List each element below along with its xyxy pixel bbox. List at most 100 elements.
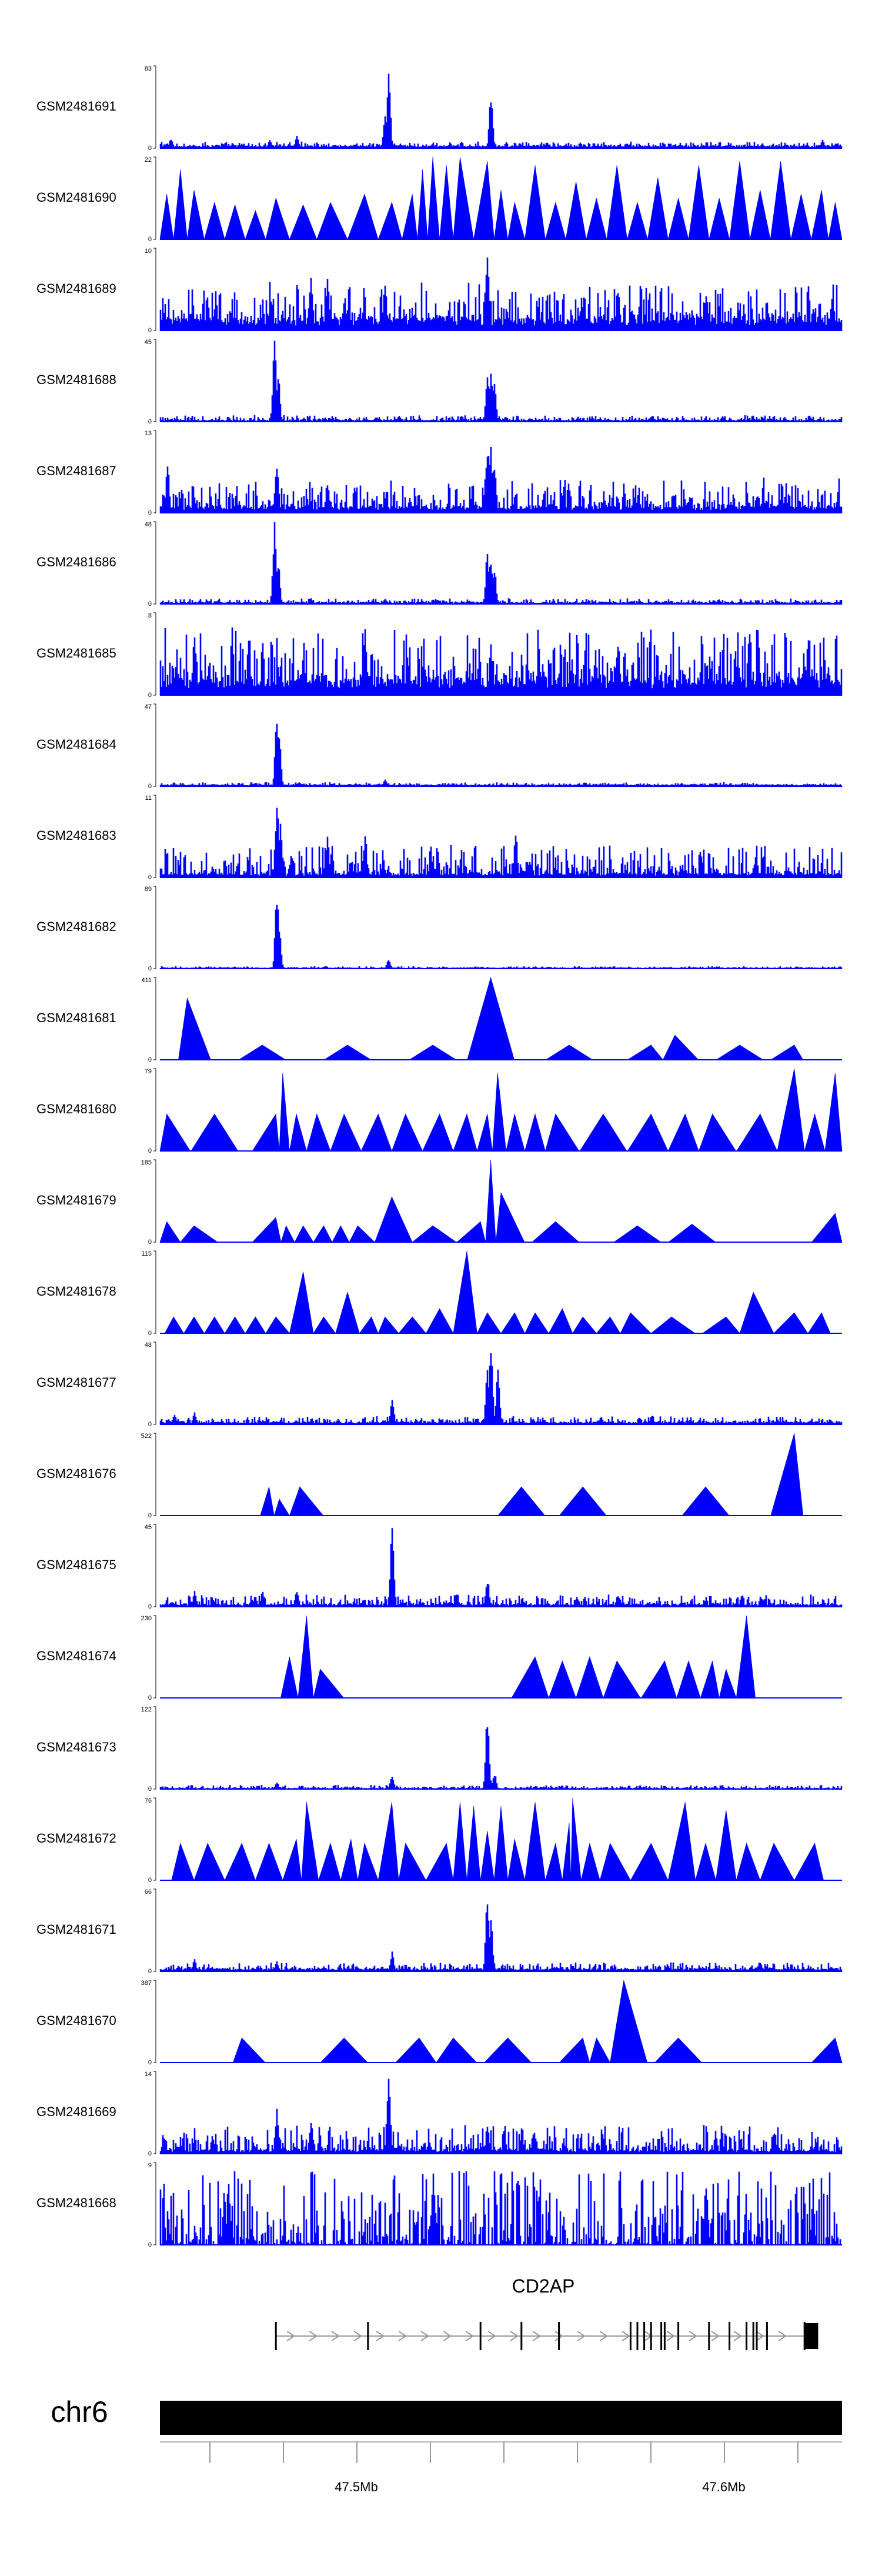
- y-max-tick: 9: [148, 2162, 152, 2169]
- track-label: GSM2481684: [36, 737, 116, 752]
- y-min-tick: 0: [148, 600, 152, 608]
- y-min-tick: 0: [148, 965, 152, 972]
- track-label: GSM2481673: [36, 1740, 116, 1754]
- track-GSM2481682: GSM2481682 89 0: [36, 886, 843, 972]
- strand-arrow-icon: [666, 2331, 676, 2341]
- track-label: GSM2481687: [36, 463, 116, 478]
- track-label: GSM2481689: [36, 281, 116, 296]
- y-max-tick: 387: [141, 1980, 152, 1987]
- track-GSM2481691: GSM2481691 83 0: [36, 65, 843, 152]
- y-max-tick: 22: [145, 156, 152, 163]
- signal-area: [159, 522, 843, 605]
- track-label: GSM2481690: [36, 190, 116, 205]
- y-min-tick: 0: [148, 1603, 152, 1610]
- y-min-tick: 0: [148, 1421, 152, 1428]
- track-label: GSM2481671: [36, 1922, 116, 1937]
- y-min-tick: 0: [148, 2059, 152, 2066]
- y-max-tick: 45: [145, 1524, 152, 1531]
- exon: [643, 2322, 646, 2350]
- track-label: GSM2481691: [36, 99, 116, 114]
- strand-arrow-icon: [733, 2331, 743, 2341]
- track-GSM2481672: GSM2481672 76 0: [36, 1797, 842, 1884]
- y-min-tick: 0: [148, 418, 152, 425]
- y-min-tick: 0: [148, 1786, 152, 1793]
- y-max-tick: 122: [141, 1706, 152, 1713]
- signal-area: [159, 2171, 843, 2245]
- track-GSM2481671: GSM2481671 66 0: [36, 1888, 843, 1975]
- y-max-tick: 8: [148, 612, 152, 619]
- y-min-tick: 0: [148, 1968, 152, 1975]
- strand-arrow-icon: [622, 2331, 631, 2341]
- y-max-tick: 47: [145, 703, 152, 710]
- y-max-tick: 76: [145, 1797, 152, 1804]
- y-max-tick: 48: [145, 1342, 152, 1349]
- signal-area: [159, 1353, 843, 1425]
- strand-arrow-icon: [309, 2331, 318, 2341]
- strand-arrow-icon: [689, 2331, 698, 2341]
- y-min-tick: 0: [148, 1694, 152, 1701]
- strand-arrow-icon: [778, 2331, 787, 2341]
- y-min-tick: 0: [148, 1147, 152, 1154]
- signal-area: [159, 905, 843, 969]
- signal-area: [159, 627, 843, 696]
- exon: [479, 2322, 482, 2350]
- exon: [803, 2322, 806, 2350]
- track-label: GSM2481686: [36, 555, 116, 569]
- track-GSM2481670: GSM2481670 387 0: [36, 1980, 843, 2066]
- y-max-tick: 89: [145, 886, 152, 893]
- y-min-tick: 0: [148, 874, 152, 881]
- strand-arrow-icon: [599, 2331, 609, 2341]
- track-GSM2481685: GSM2481685 8 0: [36, 612, 843, 699]
- signal-area: [159, 74, 843, 149]
- strand-arrow-icon: [487, 2331, 497, 2341]
- signal-area: [160, 1250, 842, 1334]
- strand-arrow-icon: [353, 2331, 363, 2341]
- exon-utr: [805, 2323, 818, 2349]
- exon: [766, 2322, 768, 2350]
- coordinate-label: 47.6Mb: [702, 2480, 745, 2494]
- strand-arrow-icon: [711, 2331, 720, 2341]
- y-max-tick: 11: [145, 795, 152, 802]
- signal-area: [159, 1528, 843, 1607]
- track-label: GSM2481682: [36, 919, 116, 934]
- signal-area: [159, 807, 843, 878]
- exon: [650, 2322, 652, 2350]
- chromosome-ideogram: chr6 47.5Mb 47.6Mb: [51, 2395, 842, 2494]
- signal-area: [159, 1068, 843, 1152]
- y-min-tick: 0: [148, 145, 152, 152]
- track-GSM2481684: GSM2481684 47 0: [36, 703, 843, 790]
- exon: [629, 2322, 632, 2350]
- track-GSM2481677: GSM2481677 48 0: [36, 1342, 843, 1428]
- exon: [520, 2322, 523, 2350]
- exon: [367, 2322, 369, 2350]
- y-min-tick: 0: [148, 1239, 152, 1246]
- exon: [636, 2322, 639, 2350]
- strand-arrow-icon: [510, 2331, 519, 2341]
- y-min-tick: 0: [148, 327, 152, 334]
- signal-area: [160, 1615, 842, 1699]
- track-GSM2481686: GSM2481686 48 0: [36, 521, 843, 608]
- track-GSM2481678: GSM2481678 115 0: [36, 1250, 842, 1337]
- exon: [677, 2322, 680, 2350]
- strand-arrow-icon: [532, 2331, 542, 2341]
- y-min-tick: 0: [148, 783, 152, 790]
- strand-arrow-icon: [398, 2331, 407, 2341]
- y-min-tick: 0: [148, 236, 152, 243]
- y-max-tick: 48: [145, 521, 152, 528]
- track-label: GSM2481680: [36, 1102, 116, 1116]
- track-label: GSM2481681: [36, 1010, 116, 1025]
- exon: [275, 2322, 277, 2350]
- track-GSM2481675: GSM2481675 45 0: [36, 1524, 843, 1610]
- strand-arrow-icon: [420, 2331, 430, 2341]
- track-label: GSM2481683: [36, 828, 116, 843]
- track-GSM2481687: GSM2481687 13 0: [36, 430, 843, 516]
- signal-area: [159, 257, 843, 331]
- track-label: GSM2481676: [36, 1466, 116, 1481]
- signal-area: [160, 1433, 842, 1516]
- exon: [558, 2322, 560, 2350]
- track-GSM2481689: GSM2481689 10 0: [36, 248, 843, 334]
- signal-area: [159, 1159, 843, 1243]
- y-min-tick: 0: [148, 1056, 152, 1063]
- signal-area: [159, 723, 843, 787]
